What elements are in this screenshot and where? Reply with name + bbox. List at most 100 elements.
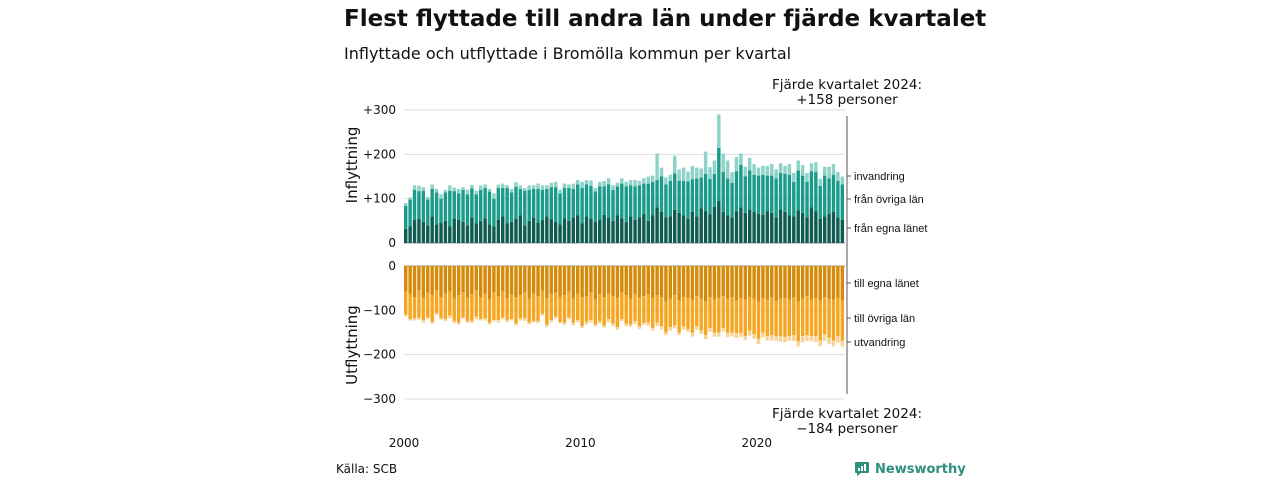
bar-segment-out: [593, 299, 598, 325]
bar-segment-in: [412, 219, 417, 243]
bar-segment-in: [818, 218, 822, 243]
bar-segment-out: [730, 297, 734, 333]
bar-segment-out: [712, 299, 717, 333]
bar-segment-out: [703, 266, 708, 302]
bar-segment-in: [443, 189, 448, 193]
bar-segment-out: [478, 319, 483, 321]
bar-segment-in: [408, 226, 412, 243]
bar-segment-in: [673, 173, 677, 210]
bar-segment-out: [818, 266, 822, 301]
bar-segment-in: [558, 189, 562, 194]
y-axis-title-inflyttning: Inflyttning: [343, 127, 361, 204]
bar-segment-in: [770, 212, 774, 243]
bar-segment-out: [523, 266, 527, 293]
bar-segment-in: [677, 180, 681, 213]
bar-segment-in: [734, 211, 739, 243]
bar-segment-out: [527, 298, 531, 323]
bar-segment-in: [695, 167, 699, 179]
bar-segment-out: [562, 295, 567, 323]
bar-segment-out: [673, 266, 677, 296]
bar-segment-out: [800, 266, 805, 299]
bar-segment-out: [721, 328, 725, 332]
bar-segment-out: [668, 298, 673, 328]
bar-segment-in: [430, 216, 434, 243]
bar-segment-in: [655, 207, 659, 243]
bar-segment-out: [642, 322, 646, 325]
bar-segment-out: [461, 317, 465, 319]
bar-segment-out: [840, 266, 845, 301]
bar-segment-out: [606, 293, 611, 320]
bar-segment-in: [730, 182, 734, 218]
bar-segment-in: [580, 223, 584, 243]
bar-segment-in: [448, 190, 452, 227]
bar-segment-out: [756, 266, 761, 302]
bar-segment-out: [562, 266, 567, 296]
bar-segment-in: [443, 220, 448, 243]
bar-segment-in: [756, 175, 761, 214]
bar-segment-out: [717, 266, 721, 298]
bar-segment-out: [695, 266, 699, 297]
bar-segment-in: [699, 168, 703, 178]
bar-segment-in: [743, 166, 748, 177]
bar-segment-in: [783, 165, 787, 174]
bar-segment-in: [673, 155, 677, 174]
bar-segment-in: [725, 160, 730, 179]
bar-segment-out: [483, 293, 487, 319]
bar-segment-out: [443, 266, 448, 294]
bar-segment-out: [712, 266, 717, 300]
bar-segment-in: [545, 185, 549, 189]
bar-segment-out: [461, 292, 465, 318]
bar-segment-out: [434, 312, 439, 316]
bar-segment-out: [448, 315, 452, 319]
chart-subtitle: Inflyttade och utflyttade i Bromölla kom…: [344, 44, 792, 63]
bar-segment-out: [734, 333, 739, 339]
bar-segment-out: [567, 317, 571, 320]
bar-segment-out: [765, 266, 770, 300]
bar-segment-out: [690, 299, 695, 333]
bar-segment-in: [430, 188, 434, 217]
annotation-bottom-line2: −184 personer: [796, 421, 898, 437]
bar-segment-out: [545, 324, 549, 328]
bar-segment-out: [809, 266, 814, 300]
bar-segment-in: [483, 218, 487, 243]
bar-segment-out: [809, 336, 814, 342]
bar-segment-out: [681, 326, 686, 330]
y-tick-label: −300: [363, 392, 396, 406]
bar-segment-out: [531, 293, 536, 321]
bar-segment-in: [730, 217, 734, 243]
bar-segment-in: [558, 193, 562, 225]
bar-segment-in: [501, 183, 505, 189]
bar-segment-in: [615, 186, 620, 216]
bar-segment-in: [650, 175, 655, 182]
bar-segment-in: [681, 180, 686, 216]
bar-segment-out: [703, 301, 708, 336]
bar-segment-in: [831, 211, 836, 243]
bar-segment-out: [417, 290, 421, 318]
bar-segment-out: [805, 296, 809, 336]
bar-segment-in: [553, 181, 558, 188]
bar-segment-out: [770, 266, 774, 298]
bar-segment-in: [673, 209, 677, 243]
bar-segment-in: [633, 180, 637, 187]
bar-segment-in: [796, 160, 800, 171]
bar-segment-in: [646, 176, 650, 184]
bar-segment-out: [659, 266, 664, 298]
bar-segment-in: [642, 178, 646, 184]
bar-segment-in: [686, 181, 690, 219]
bar-segment-in: [792, 172, 796, 182]
bar-segment-in: [805, 181, 809, 218]
bar-segment-out: [655, 266, 659, 296]
bar-segment-out: [677, 332, 681, 336]
bar-segment-in: [624, 221, 628, 243]
bar-segment-in: [492, 193, 496, 199]
bar-segment-in: [571, 183, 576, 189]
bar-segment-out: [487, 322, 492, 325]
bar-segment-out: [606, 319, 611, 323]
bar-segment-out: [659, 297, 664, 327]
bar-segment-in: [800, 164, 805, 176]
bar-segment-in: [518, 185, 523, 189]
bar-segment-out: [712, 332, 717, 337]
bars-utflyttning: [404, 266, 845, 347]
bar-segment-in: [668, 216, 673, 243]
bar-segment-out: [836, 336, 840, 343]
